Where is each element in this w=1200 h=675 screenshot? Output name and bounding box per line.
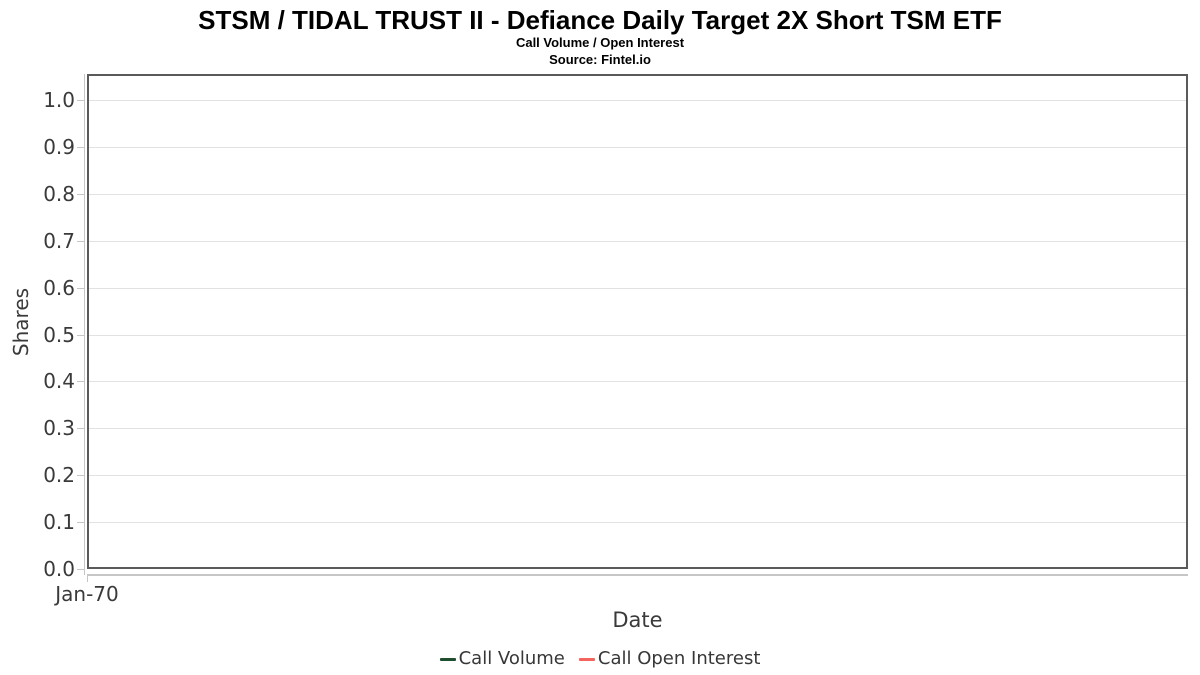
chart-title: STSM / TIDAL TRUST II - Defiance Daily T…	[198, 5, 1002, 35]
y-axis-tick	[77, 288, 84, 289]
y-tick-label: 0.1	[43, 510, 75, 534]
gridline	[89, 147, 1186, 148]
call-volume-line-swatch	[439, 657, 456, 661]
legend-label-call-volume: Call Volume	[458, 648, 565, 669]
legend: Call Volume Call Open Interest	[0, 647, 1200, 671]
y-tick-label: 0.3	[43, 416, 75, 440]
y-tick-label: 0.8	[43, 182, 75, 206]
y-tick-label: 0.0	[43, 557, 75, 581]
y-tick-label: 0.2	[43, 463, 75, 487]
gridline	[89, 522, 1186, 523]
plot-area	[87, 74, 1188, 569]
y-axis-tick	[77, 241, 84, 242]
legend-label-call-open-interest: Call Open Interest	[597, 648, 761, 669]
call-open-interest-line-swatch	[578, 657, 595, 661]
y-axis-tick	[77, 381, 84, 382]
gridline	[89, 100, 1186, 101]
x-axis-title: Date	[612, 608, 663, 632]
gridline	[89, 475, 1186, 476]
gridline	[89, 288, 1186, 289]
legend-item-call-volume[interactable]: Call Volume	[439, 647, 565, 671]
x-axis-line	[87, 574, 1188, 576]
y-axis-line	[84, 74, 85, 575]
y-tick-label: 1.0	[43, 88, 75, 112]
y-axis-title: Shares	[9, 287, 33, 357]
y-axis-tick	[77, 335, 84, 336]
gridline	[89, 335, 1186, 336]
y-tick-label: 0.4	[43, 369, 75, 393]
y-axis-tick	[77, 428, 84, 429]
y-tick-label: 0.9	[43, 135, 75, 159]
gridline	[89, 428, 1186, 429]
y-axis-tick	[77, 194, 84, 195]
y-tick-label: 0.7	[43, 229, 75, 253]
y-axis-tick	[77, 475, 84, 476]
gridline	[89, 194, 1186, 195]
gridline	[89, 381, 1186, 382]
y-axis-tick	[77, 100, 84, 101]
gridline	[89, 241, 1186, 242]
x-tick-label: Jan-70	[55, 582, 119, 606]
legend-item-call-open-interest[interactable]: Call Open Interest	[578, 647, 761, 671]
y-axis-tick	[77, 522, 84, 523]
chart-subtitle: Call Volume / Open Interest	[515, 35, 685, 50]
source-label: Source: Fintel.io	[549, 52, 651, 67]
y-axis-tick	[77, 569, 84, 570]
y-axis-tick	[77, 147, 84, 148]
